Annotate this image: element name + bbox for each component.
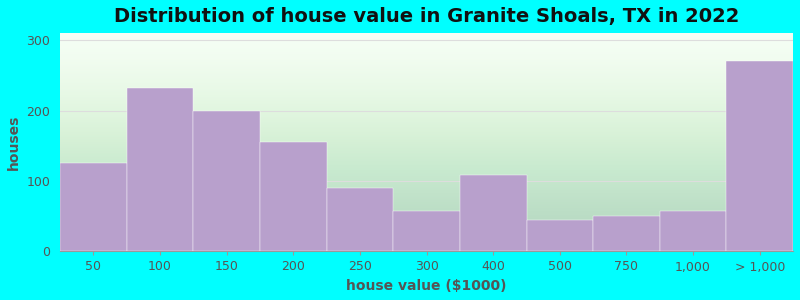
X-axis label: house value ($1000): house value ($1000) xyxy=(346,279,507,293)
Bar xyxy=(593,216,660,251)
Bar xyxy=(726,61,793,251)
Bar xyxy=(126,88,194,251)
Y-axis label: houses: houses xyxy=(7,115,21,170)
Title: Distribution of house value in Granite Shoals, TX in 2022: Distribution of house value in Granite S… xyxy=(114,7,739,26)
Bar xyxy=(660,211,726,251)
Bar xyxy=(326,188,394,251)
Bar xyxy=(60,164,126,251)
Bar xyxy=(394,211,460,251)
Bar xyxy=(460,176,526,251)
Bar xyxy=(526,220,593,251)
Bar xyxy=(260,142,326,251)
Bar xyxy=(194,111,260,251)
